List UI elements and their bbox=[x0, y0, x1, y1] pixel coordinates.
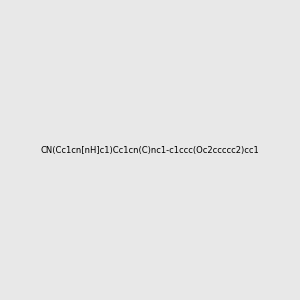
Text: CN(Cc1cn[nH]c1)Cc1cn(C)nc1-c1ccc(Oc2ccccc2)cc1: CN(Cc1cn[nH]c1)Cc1cn(C)nc1-c1ccc(Oc2cccc… bbox=[40, 146, 260, 154]
